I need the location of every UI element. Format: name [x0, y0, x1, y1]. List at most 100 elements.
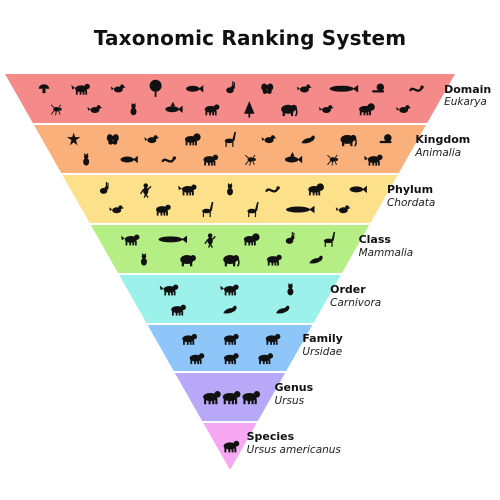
rooster-icon	[261, 135, 277, 144]
rank-label-species: Species Ursus americanus	[246, 430, 341, 456]
hippo-icon	[180, 255, 196, 267]
turtle-icon	[204, 104, 220, 116]
rank-name: Domain	[444, 82, 492, 96]
giraffe-icon	[247, 202, 259, 218]
starfish-icon	[66, 132, 81, 146]
bear-icon	[189, 353, 205, 365]
bear-icon	[203, 154, 219, 166]
shark-icon	[284, 152, 303, 164]
lion-icon	[359, 103, 375, 116]
fly-icon	[87, 105, 103, 114]
rank-value: Ursus	[274, 394, 305, 407]
rooster-icon	[335, 205, 351, 214]
bear-icon	[258, 353, 274, 365]
rank-value: Eukarya	[444, 96, 487, 109]
rank-label-family: Family Ursidae	[302, 332, 343, 358]
giraffe-icon	[323, 231, 336, 247]
pine-tree-icon	[244, 101, 255, 118]
cat-icon	[227, 182, 233, 196]
otter-icon	[309, 255, 323, 264]
lion-icon	[184, 133, 201, 146]
butterfly-icon	[261, 83, 274, 94]
dog-icon	[121, 234, 140, 246]
dog-icon	[178, 184, 197, 196]
deer-icon	[202, 202, 214, 218]
band-order	[119, 275, 341, 323]
rank-label-domain: Domain Eukarya	[444, 82, 492, 109]
cat-icon	[140, 252, 147, 266]
animals-class	[121, 231, 336, 267]
animals-family	[182, 333, 281, 365]
rank-name: Order	[330, 283, 366, 296]
rabbit-icon	[99, 181, 109, 194]
elephant-icon	[223, 255, 240, 267]
fish-icon	[349, 185, 367, 194]
snake-icon	[409, 85, 424, 92]
rank-value: Ursus americanus	[246, 443, 341, 456]
rank-value: Animalia	[415, 146, 462, 159]
bird-icon	[110, 84, 126, 93]
bear-icon	[182, 333, 198, 345]
rank-label-kingdom: Kingdom Animalia	[415, 133, 471, 159]
bug-icon	[50, 104, 62, 116]
dog-icon	[364, 154, 383, 166]
rank-label-genus: Genus Ursus	[274, 381, 314, 407]
bear-icon	[242, 391, 261, 405]
mushroom-icon	[38, 84, 50, 94]
rank-name: Genus	[274, 381, 314, 394]
rank-name: Class	[358, 233, 391, 246]
band-kingdom	[33, 125, 427, 173]
rank-label-phylum: Phylum Chordata	[386, 183, 436, 209]
rank-name: Species	[246, 430, 295, 443]
diagram-title: Taxonomic Ranking System	[93, 26, 407, 50]
tree-icon	[149, 79, 162, 97]
bear-icon	[222, 391, 241, 405]
otter-icon	[276, 305, 290, 314]
snake-icon	[265, 186, 280, 193]
rank-name: Phylum	[386, 183, 434, 196]
monkey-icon	[139, 183, 152, 198]
animals-species	[223, 440, 240, 453]
bear-icon	[171, 304, 186, 316]
rank-value: Carnivora	[330, 296, 382, 309]
giraffe-icon	[224, 131, 236, 147]
ant-icon	[244, 154, 256, 166]
monkey-icon	[204, 233, 216, 248]
animals-genus	[203, 391, 261, 405]
bear-icon	[203, 391, 221, 405]
rank-label-order: Order Carnivora	[330, 283, 382, 309]
cat-icon	[287, 282, 294, 296]
whale-icon	[158, 235, 187, 244]
fox-icon	[159, 284, 179, 296]
seal-icon	[301, 135, 315, 144]
fish-icon	[120, 155, 138, 164]
snail-icon	[379, 134, 392, 144]
whale-icon	[285, 205, 315, 214]
rabbit-icon	[285, 231, 295, 244]
spider-icon	[327, 154, 338, 166]
cat-icon	[83, 152, 90, 166]
seal-icon	[223, 305, 237, 314]
cat-icon	[130, 102, 137, 116]
snail-icon	[372, 83, 385, 93]
bear-icon	[267, 254, 282, 266]
rank-value: Mammalia	[358, 246, 414, 259]
band-phylum	[62, 175, 398, 223]
penguin-icon	[318, 105, 334, 114]
lion-icon	[308, 183, 324, 196]
rank-value: Chordata	[386, 196, 436, 209]
rabbit-icon	[226, 81, 235, 94]
panda-icon	[265, 333, 281, 345]
whale-icon	[329, 84, 359, 93]
rank-name: Family	[302, 332, 343, 345]
bear-icon	[156, 204, 171, 216]
lion-icon	[243, 233, 260, 246]
bear-icon	[224, 333, 239, 345]
rank-value: Ursidae	[302, 345, 343, 358]
bird-icon	[144, 135, 160, 144]
rank-name: Kingdom	[415, 133, 471, 146]
dog-icon	[220, 284, 239, 296]
animals-phylum	[99, 181, 367, 218]
snake-icon	[161, 156, 177, 163]
